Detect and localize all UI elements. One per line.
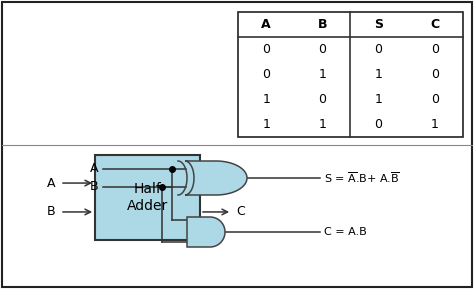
Text: Half
Adder: Half Adder <box>127 182 168 213</box>
Text: A: A <box>46 177 55 190</box>
Text: C: C <box>236 205 245 218</box>
Text: S: S <box>374 18 383 31</box>
Text: 1: 1 <box>374 68 383 81</box>
Text: S = $\overline{\rm A}$.B+ A.$\overline{\rm B}$: S = $\overline{\rm A}$.B+ A.$\overline{\… <box>324 171 400 185</box>
Text: 1: 1 <box>262 118 270 131</box>
Text: 0: 0 <box>262 68 270 81</box>
Text: 0: 0 <box>431 93 439 106</box>
Bar <box>95 155 200 240</box>
Text: 0: 0 <box>319 43 327 56</box>
Text: 0: 0 <box>431 68 439 81</box>
Text: 0: 0 <box>374 43 383 56</box>
Text: 0: 0 <box>319 93 327 106</box>
Text: 1: 1 <box>262 93 270 106</box>
Text: B: B <box>318 18 327 31</box>
Text: A: A <box>261 18 271 31</box>
Bar <box>238 12 463 137</box>
Text: C: C <box>430 18 439 31</box>
Text: 1: 1 <box>431 118 439 131</box>
Text: 1: 1 <box>319 68 326 81</box>
Text: 0: 0 <box>374 118 383 131</box>
Text: B: B <box>90 181 98 194</box>
Polygon shape <box>185 161 247 195</box>
Text: 0: 0 <box>431 43 439 56</box>
Polygon shape <box>187 217 225 247</box>
Text: 1: 1 <box>374 93 383 106</box>
Text: 1: 1 <box>319 118 326 131</box>
Text: C = A.B: C = A.B <box>324 227 367 237</box>
Text: 0: 0 <box>262 43 270 56</box>
Text: B: B <box>46 205 55 218</box>
Text: A: A <box>90 162 98 175</box>
Text: S: S <box>236 177 244 190</box>
